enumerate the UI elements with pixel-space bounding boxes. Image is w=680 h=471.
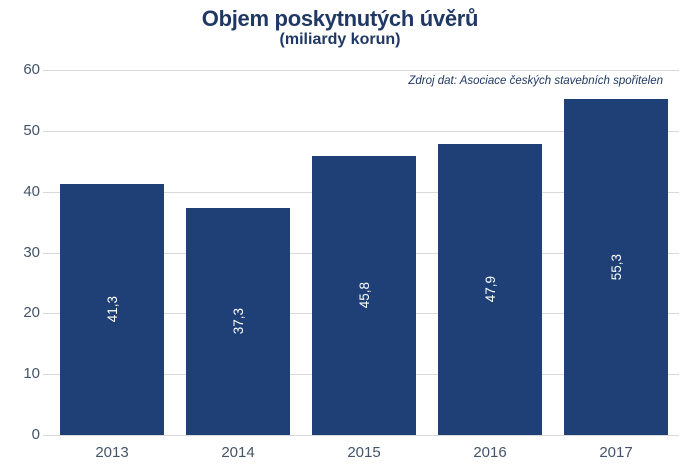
bar-value-label: 47,9 bbox=[482, 276, 498, 303]
x-axis-tick-label: 2015 bbox=[347, 444, 381, 461]
y-axis-tick bbox=[43, 435, 49, 436]
y-axis-tick-label: 30 bbox=[23, 244, 40, 261]
chart-title: Objem poskytnutých úvěrů bbox=[201, 6, 479, 31]
bar-2017: 55,3 bbox=[564, 99, 668, 435]
bar-2013: 41,3 bbox=[60, 184, 164, 435]
bar-value-label: 37,3 bbox=[230, 308, 246, 335]
source-note: Zdroj dat: Asociace českých stavebních s… bbox=[408, 75, 663, 87]
bar-value-label: 55,3 bbox=[608, 253, 624, 281]
y-axis-tick bbox=[43, 313, 49, 314]
gridline bbox=[49, 435, 679, 436]
x-axis: 2013 2014 2015 2016 2017 bbox=[49, 441, 679, 463]
bar-2015: 45,8 bbox=[312, 156, 416, 435]
y-axis-tick bbox=[43, 131, 49, 132]
bar-2014: 37,3 bbox=[186, 208, 290, 435]
y-axis-tick-label: 60 bbox=[23, 61, 40, 78]
plot-area: 41,3 37,3 45,8 47,9 55,3 bbox=[43, 70, 679, 436]
gridline bbox=[49, 131, 679, 132]
y-axis-tick-label: 20 bbox=[23, 304, 40, 321]
bar-value-label: 45,8 bbox=[356, 282, 372, 309]
x-axis-tick-label: 2014 bbox=[221, 444, 255, 461]
x-axis-tick-label: 2017 bbox=[599, 444, 633, 461]
bar-2016: 47,9 bbox=[438, 144, 542, 435]
y-axis-tick-label: 50 bbox=[23, 122, 40, 139]
y-axis-tick-label: 10 bbox=[23, 365, 40, 382]
y-axis: 0 10 20 30 40 50 60 bbox=[0, 61, 40, 443]
chart-subtitle: (miliardy korun) bbox=[279, 31, 401, 48]
y-axis-tick-label: 0 bbox=[31, 426, 40, 443]
y-axis-tick bbox=[43, 192, 49, 193]
y-axis-tick-label: 40 bbox=[23, 183, 40, 200]
y-axis-tick bbox=[43, 70, 49, 71]
y-axis-tick bbox=[43, 253, 49, 254]
x-axis-tick-label: 2013 bbox=[95, 444, 129, 461]
x-axis-tick-label: 2016 bbox=[473, 444, 507, 461]
gridline bbox=[49, 70, 679, 71]
y-axis-tick bbox=[43, 374, 49, 375]
bar-value-label: 41,3 bbox=[104, 296, 120, 323]
